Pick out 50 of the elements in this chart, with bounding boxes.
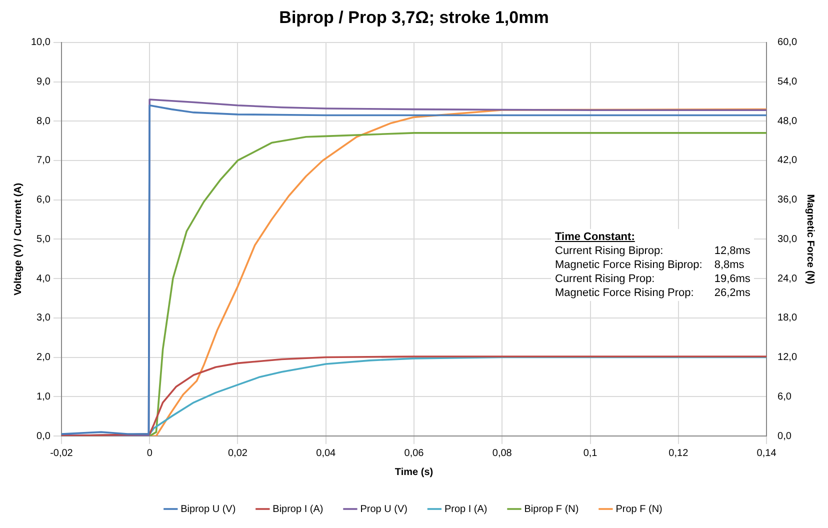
y2-tick-label: 6,0 [778, 391, 792, 402]
annotation: 12,8ms [714, 245, 750, 257]
annotation: 19,6ms [714, 273, 750, 285]
y2-axis-title: Magnetic Force (N) [804, 194, 816, 284]
legend-label: Biprop F (N) [524, 504, 579, 515]
y-tick-label: 2,0 [36, 352, 51, 364]
y2-tick-label: 24,0 [778, 273, 798, 284]
x-tick-label: 0,08 [492, 448, 512, 459]
y2-tick-label: 54,0 [778, 76, 798, 88]
legend-label: Biprop I (A) [272, 504, 324, 515]
legend-label: Prop I (A) [444, 504, 488, 515]
y-tick-label: 7,0 [36, 155, 51, 166]
y-tick-label: 0,0 [36, 430, 51, 442]
y-tick-label: 9,0 [36, 76, 51, 88]
annotation: Current Rising Prop: [555, 273, 656, 285]
x-tick-label: 0,14 [756, 448, 777, 459]
x-tick-label: 0,04 [316, 448, 336, 459]
y2-tick-label: 0,0 [778, 430, 792, 442]
y2-tick-label: 18,0 [778, 312, 798, 324]
y-axis-title: Voltage (V) / Current (A) [12, 182, 24, 296]
y-tick-label: 1,0 [36, 391, 51, 402]
chart-title: Biprop / Prop 3,7Ω; stroke 1,0mm [279, 8, 549, 27]
y2-tick-label: 42,0 [778, 155, 798, 166]
x-axis-title: Time (s) [394, 466, 434, 478]
x-tick-label: 0,02 [228, 448, 248, 459]
x-tick-label: 0,12 [668, 448, 689, 459]
legend-label: Prop F (N) [616, 504, 662, 515]
annotation: Time Constant: [555, 231, 636, 243]
annotation: 8,8ms [714, 259, 746, 271]
y2-tick-label: 60,0 [778, 37, 798, 48]
x-tick-label: 0,06 [404, 448, 424, 459]
y-tick-label: 5,0 [36, 234, 51, 245]
annotation: 26,2ms [714, 287, 750, 299]
y2-tick-label: 36,0 [778, 194, 798, 206]
legend-label: Biprop U (V) [180, 504, 236, 515]
x-tick-label: 0,1 [583, 448, 598, 459]
y2-tick-label: 48,0 [778, 116, 798, 127]
y2-tick-label: 12,0 [778, 352, 798, 364]
x-tick-label: -0,02 [50, 448, 74, 459]
legend-label: Prop U (V) [360, 504, 408, 515]
y-tick-label: 10,0 [30, 37, 51, 48]
annotation: Magnetic Force Rising Prop: [555, 287, 695, 299]
y-tick-label: 4,0 [36, 273, 51, 284]
y2-tick-label: 30,0 [778, 234, 798, 245]
x-tick-label: 0 [146, 448, 153, 459]
y-tick-label: 6,0 [36, 194, 51, 206]
y-tick-label: 3,0 [36, 312, 51, 324]
annotation: Magnetic Force Rising Biprop: [555, 259, 702, 271]
y-tick-label: 8,0 [36, 116, 51, 127]
annotation: Current Rising Biprop: [555, 245, 664, 257]
